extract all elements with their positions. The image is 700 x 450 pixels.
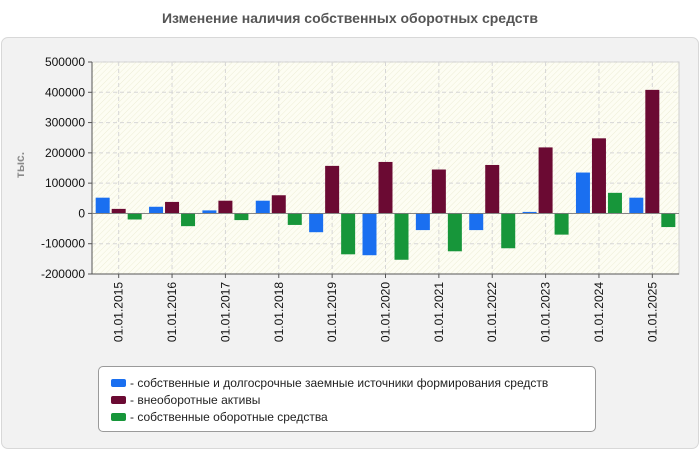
legend-item-sources: - собственные и долгосрочные заемные ист… <box>99 374 595 391</box>
bar-series-2 <box>165 201 180 214</box>
bar-series-1 <box>95 197 110 214</box>
legend-swatch-sources <box>111 378 126 387</box>
x-tick-label: 01.01.2020 <box>379 282 393 342</box>
bar-series-2 <box>645 89 660 214</box>
bar-series-3 <box>661 213 676 228</box>
bar-series-1 <box>202 210 217 214</box>
x-tick-label: 01.01.2024 <box>592 282 606 342</box>
bar-series-2 <box>325 165 340 214</box>
bar-series-2 <box>431 169 446 214</box>
bar-series-3 <box>127 213 142 220</box>
bar-series-1 <box>469 213 484 231</box>
legend-swatch-working-capital <box>111 412 126 421</box>
bar-series-3 <box>501 213 516 249</box>
y-axis-label: тыс. <box>13 152 27 178</box>
bar-series-3 <box>287 213 302 225</box>
x-tick-label: 01.01.2015 <box>112 282 126 342</box>
x-tick-label: 01.01.2019 <box>325 282 339 342</box>
y-tick-label: -200000 <box>41 267 85 281</box>
bar-series-1 <box>309 213 324 233</box>
bar-series-2 <box>271 195 286 214</box>
x-tick-label: 01.01.2022 <box>485 282 499 342</box>
bar-series-2 <box>378 161 393 214</box>
y-tick-label: 400000 <box>45 85 85 99</box>
bar-series-2 <box>485 164 500 214</box>
bar-series-3 <box>341 213 356 255</box>
bar-series-3 <box>554 213 569 235</box>
y-tick-label: 100000 <box>45 176 85 190</box>
legend-item-working-capital: - собственные оборотные средства <box>99 408 595 425</box>
x-tick-label: 01.01.2025 <box>645 282 659 342</box>
bar-series-3 <box>234 213 249 221</box>
bar-series-2 <box>111 208 126 214</box>
y-tick-label: -100000 <box>41 237 85 251</box>
x-tick-label: 01.01.2017 <box>218 282 232 342</box>
bar-series-3 <box>447 213 462 252</box>
y-tick-label: 0 <box>78 206 85 220</box>
x-tick-label: 01.01.2018 <box>272 282 286 342</box>
bar-series-1 <box>149 206 164 214</box>
legend-label-sources: - собственные и долгосрочные заемные ист… <box>130 375 549 390</box>
y-tick-label: 500000 <box>45 55 85 69</box>
legend-swatch-noncurrent-assets <box>111 395 126 404</box>
bar-series-2 <box>538 147 553 214</box>
bar-series-2 <box>218 200 233 214</box>
bar-series-1 <box>415 213 430 231</box>
y-tick-label: 200000 <box>45 146 85 160</box>
bar-series-3 <box>394 213 409 260</box>
bar-series-2 <box>591 138 606 214</box>
bar-series-1 <box>575 172 590 214</box>
x-tick-label: 01.01.2016 <box>165 282 179 342</box>
legend-label-working-capital: - собственные оборотные средства <box>130 409 328 424</box>
bar-series-1 <box>629 197 644 214</box>
legend: - собственные и долгосрочные заемные ист… <box>98 366 596 432</box>
bar-series-1 <box>522 211 537 214</box>
bar-series-3 <box>181 213 196 227</box>
legend-item-noncurrent-assets: - внеоборотные активы <box>99 391 595 408</box>
bar-series-3 <box>607 192 622 214</box>
chart-title: Изменение наличия собственных оборотных … <box>161 10 539 26</box>
x-tick-label: 01.01.2021 <box>432 282 446 342</box>
legend-label-noncurrent-assets: - внеоборотные активы <box>130 392 261 407</box>
bar-series-1 <box>362 213 377 256</box>
y-tick-label: 300000 <box>45 116 85 130</box>
x-tick-label: 01.01.2023 <box>539 282 553 342</box>
bar-series-1 <box>255 200 270 214</box>
